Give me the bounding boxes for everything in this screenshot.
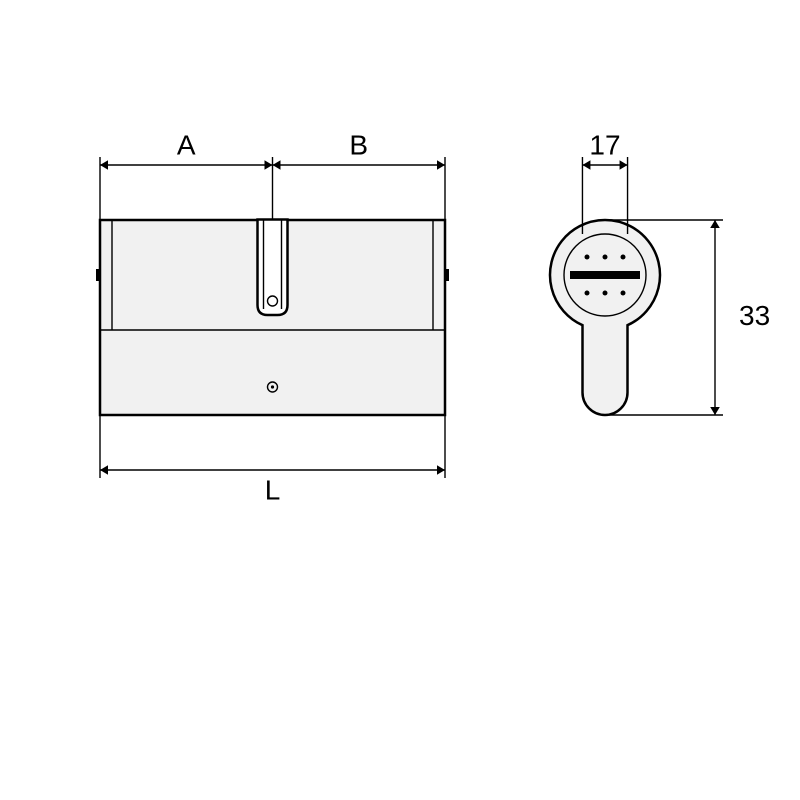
dim-label-b: B xyxy=(349,129,368,160)
dim-label-17: 17 xyxy=(589,129,620,160)
dim-label-33: 33 xyxy=(739,300,770,331)
dim-label-l: L xyxy=(265,474,281,505)
dim-label-a: A xyxy=(177,129,196,160)
